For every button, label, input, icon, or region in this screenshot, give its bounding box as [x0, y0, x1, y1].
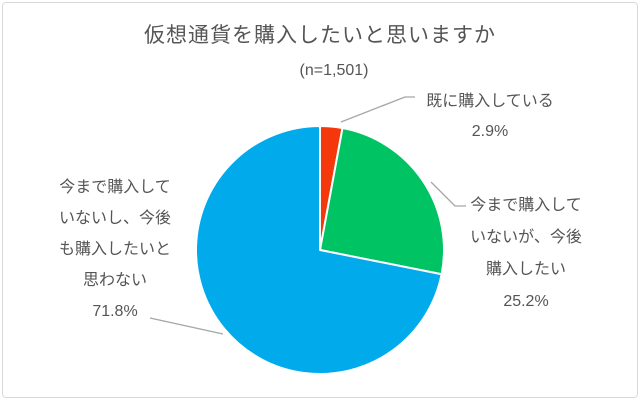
pie-slice-never-purchase — [195, 125, 443, 375]
leader-line-want-to-purchase — [430, 181, 466, 207]
slice-label-text: いないし、今後 — [58, 210, 171, 227]
slice-label-text: 購入したい — [485, 261, 566, 278]
slice-label-text: 今まで購入して — [470, 197, 582, 214]
slice-label-text: 今まで購入して — [59, 179, 171, 196]
slice-label-text: いないが、今後 — [470, 229, 582, 246]
slice-label-text: も購入したいと — [58, 241, 171, 258]
slice-percent-value: 25.2% — [503, 293, 549, 310]
slice-label-already-purchased: 既に購入している 2.9% — [408, 87, 572, 147]
slice-label-want-to-purchase: 今まで購入して いないが、今後 購入したい 25.2% — [448, 190, 604, 318]
pie-slice-want-to-purchase — [319, 127, 445, 276]
slice-percent-value: 2.9% — [471, 123, 509, 140]
chart-title: 仮想通貨を購入したいと思いますか — [144, 24, 496, 47]
slice-percent-value: 71.8% — [92, 303, 138, 320]
slice-label-never-purchase: 今まで購入して いないし、今後 も購入したいと 思わない 71.8% — [33, 172, 197, 327]
leader-line-never-purchase — [149, 317, 224, 335]
leader-line-already-purchased — [340, 96, 415, 123]
chart-subtitle-sample-size: (n=1,501) — [299, 62, 369, 79]
slice-label-text: 思わない — [82, 272, 147, 289]
slice-label-text: 既に購入している — [426, 93, 554, 110]
